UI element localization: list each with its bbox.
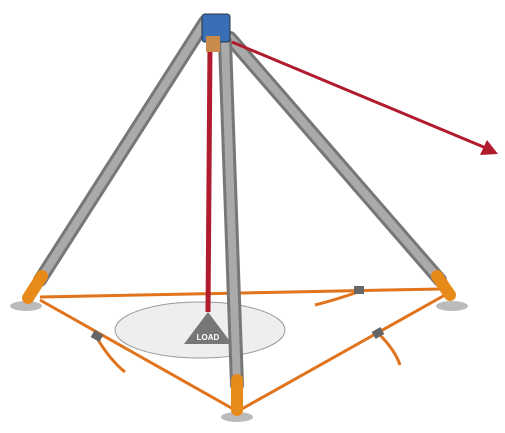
foot-shadow: [436, 301, 468, 311]
pulley: [206, 36, 220, 52]
rope: [208, 45, 210, 312]
load-label: LOAD: [197, 333, 220, 342]
tripod-illustration: LOAD: [0, 0, 505, 433]
force-arrow: [232, 42, 486, 148]
